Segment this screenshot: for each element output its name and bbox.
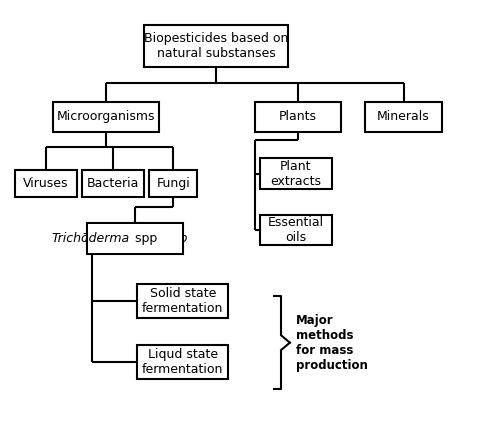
FancyBboxPatch shape [255,102,341,132]
Text: Plant
extracts: Plant extracts [270,160,321,187]
FancyBboxPatch shape [144,24,288,67]
Text: Bacteria: Bacteria [87,177,140,190]
FancyBboxPatch shape [137,284,228,318]
FancyBboxPatch shape [260,215,332,246]
FancyBboxPatch shape [365,102,442,132]
FancyBboxPatch shape [15,170,77,197]
FancyBboxPatch shape [88,224,182,253]
FancyBboxPatch shape [260,158,332,189]
Text: Biopesticides based on
natural substanses: Biopesticides based on natural substanse… [144,32,288,60]
FancyBboxPatch shape [149,170,197,197]
Text: Trichoderma spp: Trichoderma spp [82,232,187,245]
Text: Minerals: Minerals [377,110,430,123]
FancyBboxPatch shape [87,223,183,254]
Text: Viruses: Viruses [23,177,69,190]
Text: Major
methods
for mass
production: Major methods for mass production [296,314,368,372]
Text: Trichoderma: Trichoderma [52,232,130,245]
FancyBboxPatch shape [137,345,228,379]
Text: Plants: Plants [279,110,317,123]
Text: Liqud state
fermentation: Liqud state fermentation [142,348,224,376]
Text: Solid state
fermentation: Solid state fermentation [142,287,224,315]
Text: Microorganisms: Microorganisms [57,110,155,123]
Text: spp: spp [131,232,157,245]
FancyBboxPatch shape [82,170,144,197]
Text: Fungi: Fungi [156,177,190,190]
Text: Essential
oils: Essential oils [268,216,324,244]
FancyBboxPatch shape [53,102,159,132]
